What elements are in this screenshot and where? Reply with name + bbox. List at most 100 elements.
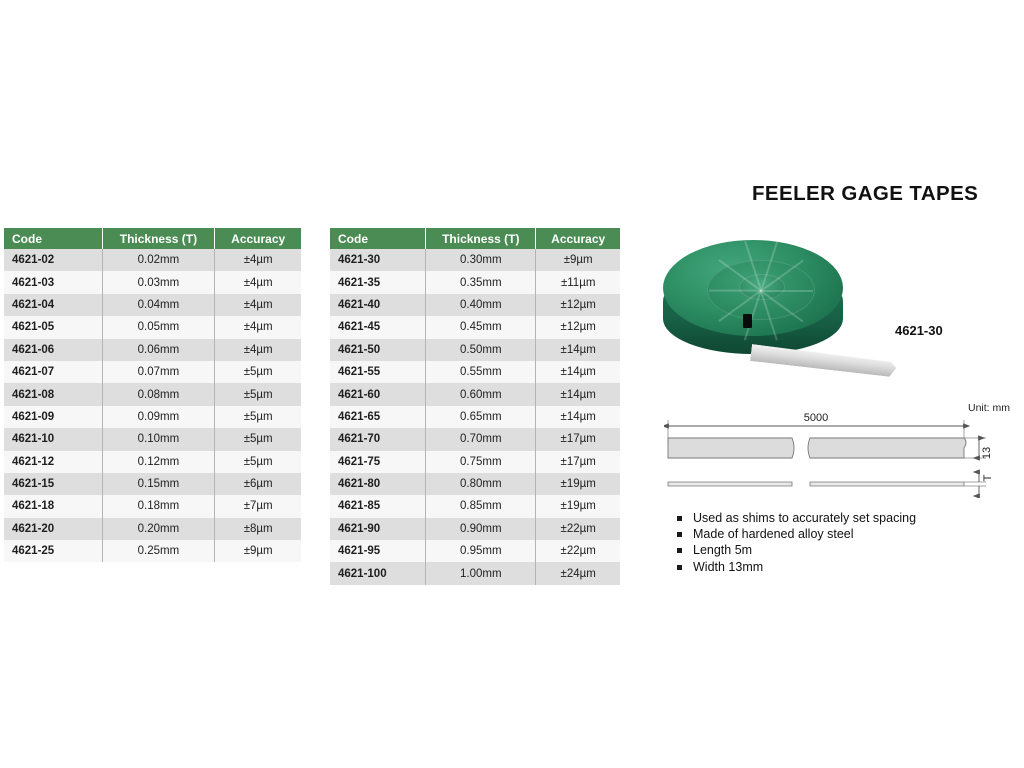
table-row: 4621-18 0.18mm ±7µm: [4, 495, 301, 518]
cell-thickness: 0.06mm: [101, 338, 215, 361]
table-row: 4621-25 0.25mm ±9µm: [4, 540, 301, 563]
table-row: 4621-50 0.50mm ±14µm: [330, 338, 620, 361]
table-left-body: 4621-02 0.02mm ±4µm 4621-03 0.03mm ±4µm 4621-0…: [4, 249, 301, 563]
cell-thickness: 0.18mm: [101, 495, 215, 518]
cell-thickness: 0.05mm: [101, 316, 215, 339]
cell-accuracy: ±14µm: [535, 360, 620, 384]
cell-accuracy: ±17µm: [535, 450, 620, 473]
cell-code: 4621-08: [4, 383, 102, 406]
cell-code: 4621-10: [4, 428, 102, 451]
feature-item: Made of hardened alloy steel: [676, 526, 1016, 542]
column-header-accuracy: Accuracy: [214, 228, 301, 249]
reel-spoke: [761, 290, 813, 292]
table-right-header: Code Thickness (T) Accuracy: [330, 228, 620, 249]
cell-accuracy: ±4µm: [214, 249, 301, 272]
cell-accuracy: ±8µm: [214, 517, 301, 541]
cell-accuracy: ±5µm: [214, 383, 301, 406]
cell-code: 4621-20: [4, 517, 102, 541]
cell-thickness: 0.70mm: [425, 428, 536, 451]
cell-code: 4621-09: [4, 405, 102, 429]
cell-accuracy: ±6µm: [214, 472, 301, 496]
cell-code: 4621-85: [330, 495, 426, 518]
column-header-code: Code: [4, 228, 102, 249]
table-row: 4621-70 0.70mm ±17µm: [330, 428, 620, 451]
table-row: 4621-35 0.35mm ±11µm: [330, 271, 620, 294]
cell-accuracy: ±5µm: [214, 428, 301, 451]
table-row: 4621-95 0.95mm ±22µm: [330, 540, 620, 563]
cell-thickness: 0.15mm: [101, 472, 215, 496]
cell-thickness: 0.12mm: [101, 450, 215, 473]
cell-code: 4621-75: [330, 450, 426, 473]
feature-item: Width 13mm: [676, 559, 1016, 575]
cell-accuracy: ±12µm: [535, 293, 620, 317]
cell-thickness: 0.55mm: [425, 360, 536, 384]
column-header-thickness: Thickness (T): [101, 228, 215, 249]
cell-accuracy: ±19µm: [535, 472, 620, 496]
cell-code: 4621-100: [330, 562, 426, 585]
cell-code: 4621-65: [330, 405, 426, 429]
cell-accuracy: ±9µm: [214, 540, 301, 563]
cell-accuracy: ±22µm: [535, 540, 620, 563]
table-row: 4621-04 0.04mm ±4µm: [4, 293, 301, 317]
cell-code: 4621-30: [330, 249, 426, 272]
cell-code: 4621-25: [4, 540, 102, 563]
cell-code: 4621-12: [4, 450, 102, 473]
cell-accuracy: ±12µm: [535, 316, 620, 339]
table-row: 4621-85 0.85mm ±19µm: [330, 495, 620, 518]
cell-code: 4621-45: [330, 316, 426, 339]
cell-accuracy: ±5µm: [214, 450, 301, 473]
table-row: 4621-75 0.75mm ±17µm: [330, 450, 620, 473]
table-row: 4621-10 0.10mm ±5µm: [4, 428, 301, 451]
table-row: 4621-07 0.07mm ±5µm: [4, 360, 301, 384]
spec-table-right: Code Thickness (T) Accuracy 4621-30 0.30m…: [330, 228, 620, 585]
steel-tape-blade: [750, 344, 897, 377]
cell-code: 4621-70: [330, 428, 426, 451]
cell-code: 4621-18: [4, 495, 102, 518]
reel-spoke: [709, 290, 761, 292]
feature-item: Used as shims to accurately set spacing: [676, 510, 1016, 526]
cell-thickness: 0.35mm: [425, 271, 536, 294]
cell-thickness: 0.30mm: [425, 249, 536, 272]
dimension-drawing-svg: 5000 13 T: [661, 412, 994, 499]
dimension-thickness-label: T: [982, 474, 994, 481]
cell-accuracy: ±4µm: [214, 338, 301, 361]
reel-hub: [739, 274, 785, 300]
cell-accuracy: ±17µm: [535, 428, 620, 451]
table-header-row: Code Thickness (T) Accuracy: [330, 228, 620, 249]
cell-thickness: 0.60mm: [425, 383, 536, 406]
cell-code: 4621-05: [4, 316, 102, 339]
feature-list: Used as shims to accurately set spacing M…: [676, 510, 1016, 575]
table-row: 4621-06 0.06mm ±4µm: [4, 338, 301, 361]
cell-thickness: 0.85mm: [425, 495, 536, 518]
cell-thickness: 0.45mm: [425, 316, 536, 339]
cell-accuracy: ±19µm: [535, 495, 620, 518]
cell-accuracy: ±14µm: [535, 338, 620, 361]
table-row: 4621-80 0.80mm ±19µm: [330, 472, 620, 496]
cell-thickness: 0.95mm: [425, 540, 536, 563]
table-header-row: Code Thickness (T) Accuracy: [4, 228, 301, 249]
table-row: 4621-15 0.15mm ±6µm: [4, 472, 301, 496]
cell-thickness: 0.04mm: [101, 293, 215, 317]
cell-accuracy: ±7µm: [214, 495, 301, 518]
cell-code: 4621-90: [330, 517, 426, 541]
cell-accuracy: ±4µm: [214, 271, 301, 294]
cell-code: 4621-60: [330, 383, 426, 406]
spec-table-left: Code Thickness (T) Accuracy 4621-02 0.02m…: [4, 228, 301, 563]
tape-exit-slot: [743, 314, 752, 328]
cell-thickness: 0.09mm: [101, 405, 215, 429]
dimension-length-label: 5000: [804, 412, 828, 424]
cell-thickness: 0.40mm: [425, 293, 536, 317]
dimension-drawing: Unit: mm 5000 13: [661, 402, 1012, 499]
cell-accuracy: ±24µm: [535, 562, 620, 585]
table-row: 4621-45 0.45mm ±12µm: [330, 316, 620, 339]
cell-thickness: 0.02mm: [101, 249, 215, 272]
cell-code: 4621-40: [330, 293, 426, 317]
cell-thickness: 0.25mm: [101, 540, 215, 563]
table-row: 4621-02 0.02mm ±4µm: [4, 249, 301, 272]
cell-code: 4621-15: [4, 472, 102, 496]
column-header-thickness: Thickness (T): [425, 228, 536, 249]
table-row: 4621-65 0.65mm ±14µm: [330, 405, 620, 429]
cell-accuracy: ±4µm: [214, 293, 301, 317]
cell-accuracy: ±9µm: [535, 249, 620, 272]
cell-thickness: 0.07mm: [101, 360, 215, 384]
